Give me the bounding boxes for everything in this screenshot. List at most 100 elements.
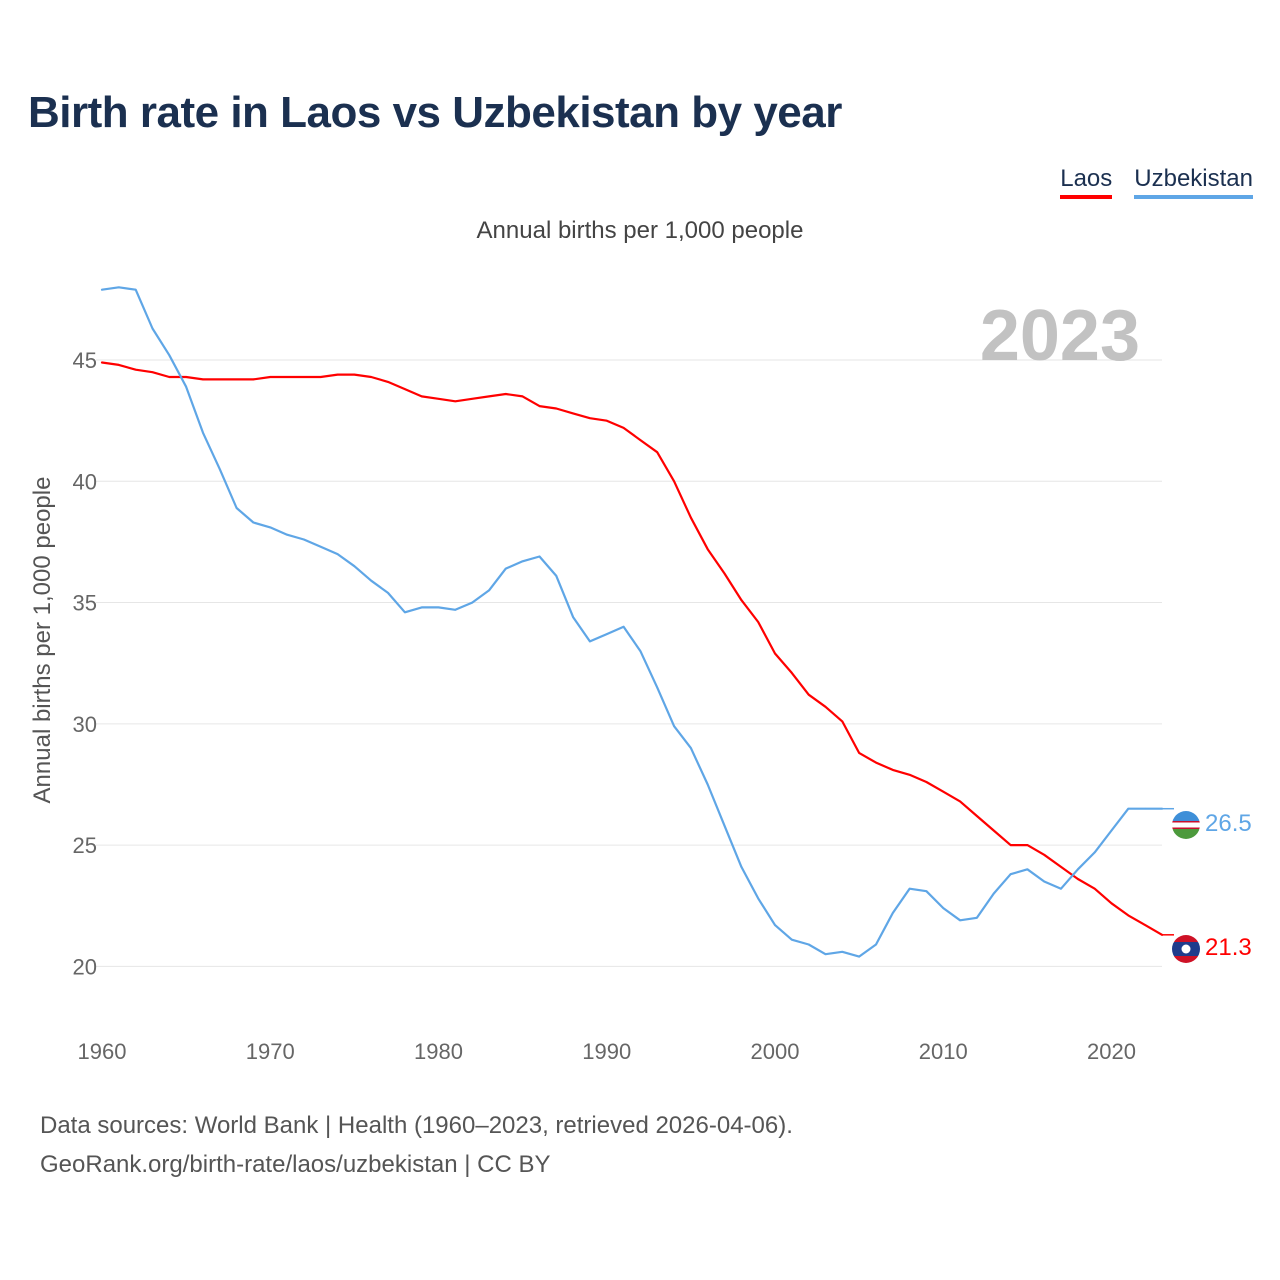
y-tick-label: 45 [73, 348, 97, 373]
series-line-uzbekistan[interactable] [100, 286, 1164, 958]
data-point-uzbekistan [589, 640, 591, 643]
data-point-laos [774, 652, 776, 655]
data-point-laos [723, 572, 726, 575]
laos-end-value: 21.3 [1205, 934, 1252, 961]
end-markers: 26.5 21.3 [1172, 810, 1252, 963]
data-point-laos [1077, 878, 1079, 880]
data-point-uzbekistan [740, 866, 743, 868]
data-point-uzbekistan [673, 725, 675, 727]
legend-item-laos[interactable]: Laos [1060, 165, 1113, 199]
data-point-laos [639, 439, 642, 441]
source-note: Data sources: World Bank | Health (1960–… [40, 1106, 793, 1184]
data-point-laos [656, 451, 658, 454]
year-watermark: 2023 [980, 296, 1140, 376]
data-point-laos [572, 412, 574, 415]
data-point-uzbekistan [1077, 868, 1079, 871]
y-axis-label: Annual births per 1,000 people [29, 477, 56, 804]
data-point-laos [437, 398, 440, 400]
data-point-laos [101, 361, 103, 364]
x-tick-label: 2000 [751, 1039, 800, 1064]
x-axis-ticks: 1960 1970 1980 1990 2000 2010 2020 [78, 1039, 1136, 1064]
data-point-laos [219, 378, 221, 381]
data-point-uzbekistan [185, 385, 187, 388]
data-point-uzbekistan [471, 601, 474, 604]
data-point-laos [420, 395, 423, 398]
data-point-uzbekistan [219, 468, 221, 471]
data-point-laos [185, 376, 187, 378]
legend: Laos Uzbekistan [1060, 165, 1253, 199]
data-point-laos [1043, 854, 1045, 856]
data-point-laos [606, 419, 608, 422]
data-point-laos [303, 376, 305, 378]
series-layer [100, 286, 1174, 958]
data-point-laos [858, 752, 860, 754]
data-point-uzbekistan [622, 626, 625, 628]
data-point-laos [690, 516, 692, 519]
data-point-uzbekistan [942, 907, 945, 909]
data-point-laos [118, 364, 120, 366]
x-tick-label: 2010 [919, 1039, 968, 1064]
data-point-laos [622, 427, 625, 429]
data-point-laos [505, 393, 507, 395]
chart-subtitle: Annual births per 1,000 people [476, 217, 804, 244]
data-point-uzbekistan [437, 606, 440, 609]
data-point-uzbekistan [151, 327, 154, 330]
data-point-uzbekistan [841, 951, 844, 953]
data-point-laos [286, 376, 288, 378]
data-point-uzbekistan [723, 824, 726, 827]
data-point-uzbekistan [1110, 829, 1113, 832]
chart-title: Birth rate in Laos vs Uzbekistan by year [28, 88, 842, 137]
data-point-laos [555, 407, 558, 410]
data-point-laos [269, 376, 272, 378]
source-line-2[interactable]: GeoRank.org/birth-rate/laos/uzbekistan |… [40, 1151, 551, 1178]
data-point-laos [488, 395, 490, 398]
data-point-uzbekistan [538, 555, 541, 558]
data-point-laos [202, 378, 204, 381]
x-tick-label: 2020 [1087, 1039, 1136, 1064]
data-point-uzbekistan [572, 616, 574, 618]
data-point-uzbekistan [252, 521, 255, 524]
data-point-uzbekistan [134, 288, 137, 291]
data-point-laos [1127, 914, 1130, 917]
data-point-laos [370, 376, 373, 378]
data-point-laos [925, 781, 928, 783]
data-point-laos [387, 381, 389, 383]
data-point-laos [976, 815, 978, 817]
data-point-uzbekistan [235, 507, 238, 509]
data-point-uzbekistan [202, 432, 204, 434]
data-point-uzbekistan [1127, 807, 1130, 810]
data-point-laos [841, 720, 844, 723]
data-point-laos [1093, 887, 1096, 890]
data-point-laos [521, 395, 524, 398]
data-point-laos [1009, 844, 1012, 846]
data-point-laos [589, 417, 591, 420]
x-tick-label: 1960 [78, 1039, 127, 1064]
data-point-laos [908, 774, 911, 776]
data-point-laos [454, 400, 457, 403]
data-point-laos [706, 548, 709, 550]
data-point-uzbekistan [824, 953, 827, 955]
data-point-uzbekistan [505, 567, 507, 570]
series-laos [100, 361, 1174, 936]
data-point-uzbekistan [168, 354, 171, 357]
data-point-uzbekistan [336, 553, 339, 555]
data-point-uzbekistan [118, 286, 120, 289]
data-point-laos [807, 693, 810, 696]
series-line-laos[interactable] [100, 361, 1164, 936]
data-point-uzbekistan [303, 538, 305, 541]
data-point-uzbekistan [925, 890, 928, 892]
data-point-laos [404, 388, 406, 390]
uzbekistan-flag-icon [1172, 811, 1200, 839]
data-point-uzbekistan [959, 919, 961, 922]
y-tick-label: 35 [73, 591, 97, 616]
legend-item-uzbekistan[interactable]: Uzbekistan [1134, 165, 1253, 199]
data-point-uzbekistan [858, 955, 860, 958]
data-point-laos [538, 405, 541, 407]
data-point-uzbekistan [908, 887, 911, 890]
data-point-uzbekistan [1144, 807, 1146, 810]
data-point-laos [740, 599, 743, 601]
data-point-laos [235, 378, 238, 381]
x-tick-label: 1980 [414, 1039, 463, 1064]
data-point-uzbekistan [757, 897, 759, 900]
data-point-laos [252, 378, 255, 381]
